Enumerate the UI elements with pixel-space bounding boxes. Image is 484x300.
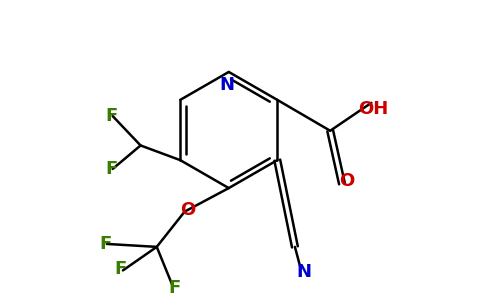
Text: F: F <box>168 279 181 297</box>
Text: N: N <box>296 263 311 281</box>
Text: F: F <box>105 107 117 125</box>
Text: OH: OH <box>358 100 388 118</box>
Text: F: F <box>99 235 111 253</box>
Text: O: O <box>180 201 195 219</box>
Text: O: O <box>339 172 354 190</box>
Text: N: N <box>220 76 235 94</box>
Text: F: F <box>105 160 117 178</box>
Text: F: F <box>114 260 127 278</box>
